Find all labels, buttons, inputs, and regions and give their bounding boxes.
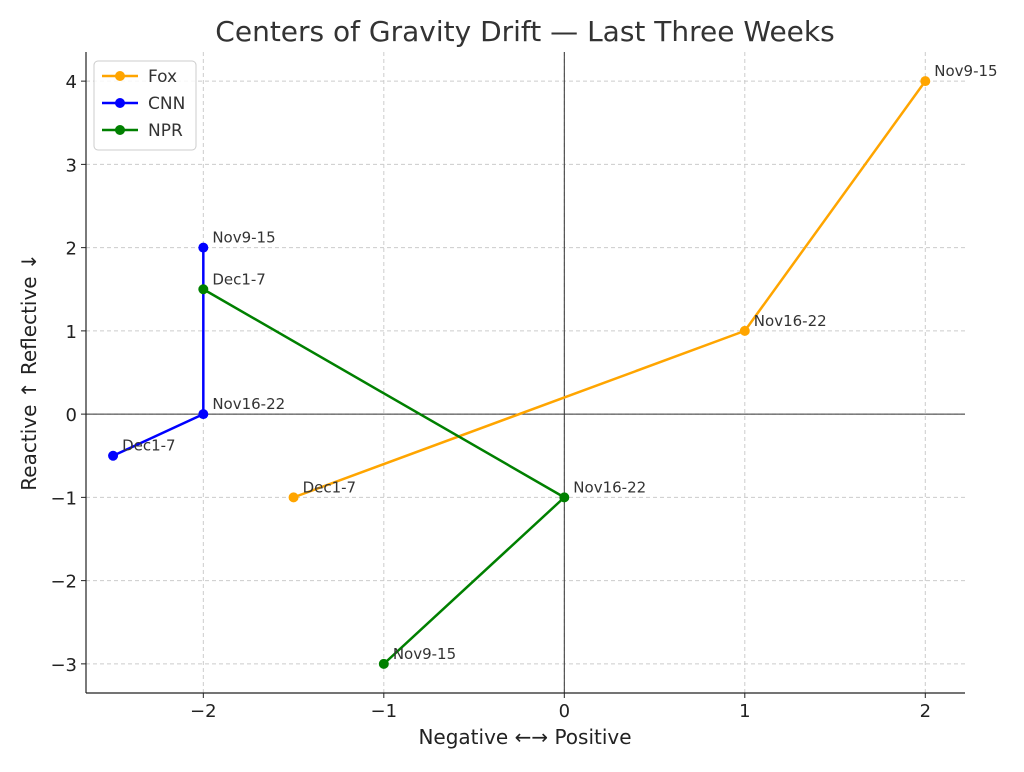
zero-lines <box>86 52 965 693</box>
chart-title: Centers of Gravity Drift — Last Three We… <box>215 15 834 48</box>
legend-marker-npr <box>115 125 125 135</box>
y-tick-label: 2 <box>66 239 77 260</box>
x-tick-label: −1 <box>371 701 398 722</box>
y-tick-label: 4 <box>66 72 77 93</box>
data-point-fox <box>920 76 931 87</box>
data-point-cnn <box>198 242 209 253</box>
series-line-fox <box>293 80 927 499</box>
data-point-npr <box>198 284 209 295</box>
x-tick-label: 2 <box>920 701 931 722</box>
series-layer: Nov9-15 Nov16-22 Dec1-7 Nov9-15 Nov16-22 Dec1… <box>108 62 998 669</box>
y-tick-label: −2 <box>50 572 77 593</box>
legend-label-npr: NPR <box>148 121 183 141</box>
data-point-cnn <box>108 450 119 461</box>
legend: Fox CNN NPR <box>93 60 197 151</box>
point-label-cnn: Dec1-7 <box>122 437 176 455</box>
legend-label-cnn: CNN <box>148 94 185 114</box>
point-label-npr: Nov16-22 <box>573 478 646 496</box>
y-tick-label: −3 <box>50 655 77 676</box>
point-label-fox: Nov16-22 <box>754 312 827 330</box>
legend-marker-cnn <box>115 98 125 108</box>
y-tick-label: 0 <box>66 405 77 426</box>
data-point-fox <box>739 325 750 336</box>
legend-label-fox: Fox <box>148 67 177 87</box>
point-label-fox: Nov9-15 <box>934 62 997 80</box>
data-point-npr <box>378 658 389 669</box>
x-tick-label: 1 <box>739 701 750 722</box>
axes-layer <box>85 52 965 694</box>
y-tick-label: 1 <box>66 322 77 343</box>
grid-layer <box>86 52 965 693</box>
x-tick-label: 0 <box>559 701 570 722</box>
series-line-cnn <box>112 247 205 457</box>
point-label-npr: Dec1-7 <box>212 270 266 288</box>
tick-layer: −2 −1 0 1 2 −3 −2 −1 0 1 2 3 4 <box>50 72 931 722</box>
point-label-cnn: Nov9-15 <box>212 229 275 247</box>
data-point-cnn <box>198 409 209 420</box>
y-tick-label: 3 <box>66 155 77 176</box>
y-tick-label: −1 <box>50 488 77 509</box>
y-axis-label: Reactive ↑ Reflective ↓ <box>17 253 41 490</box>
point-label-fox: Dec1-7 <box>303 478 357 496</box>
data-point-fox <box>288 492 299 503</box>
point-label-cnn: Nov16-22 <box>212 395 285 413</box>
legend-marker-fox <box>115 71 125 81</box>
point-label-npr: Nov9-15 <box>393 645 456 663</box>
x-axis-label: Negative ←→ Positive <box>418 725 631 749</box>
data-point-npr <box>559 492 570 503</box>
x-tick-label: −2 <box>190 701 217 722</box>
